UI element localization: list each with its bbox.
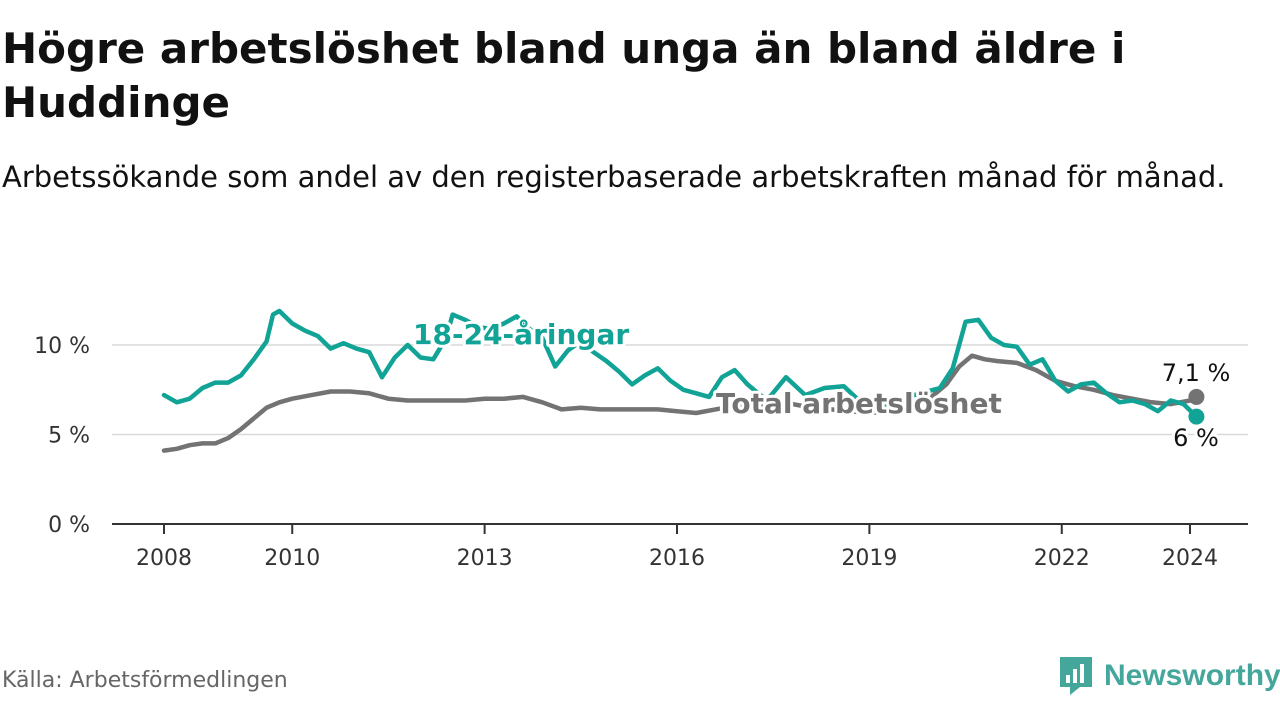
y-tick-label: 10 % — [34, 334, 90, 359]
chart-subtitle: Arbetssökande som andel av den registerb… — [2, 160, 1226, 194]
chart-title: Högre arbetslöshet bland unga än bland ä… — [2, 24, 1126, 127]
series-lines — [161, 308, 1199, 453]
brand-name: Newsworthy — [1104, 659, 1280, 692]
series-labels: 18-24-åringar Total arbetslöshet 7,1 % 6 % — [410, 315, 1233, 455]
newsworthy-logo-icon — [1060, 657, 1092, 695]
line-chart: 0 %5 %10 % 2008 2010 2013 2016 2019 2022 2024 … — [34, 308, 1248, 571]
source-note: Källa: Arbetsförmedlingen — [2, 668, 288, 693]
series-label-total: Total arbetslöshet — [716, 387, 1002, 420]
y-tick-label: 5 % — [48, 424, 90, 449]
end-label-total: 7,1 % — [1162, 359, 1231, 387]
series-line-1 — [161, 308, 1199, 419]
x-tick-label: 2013 — [457, 546, 513, 571]
y-axis-ticks: 0 % 5 % 10 % — [34, 334, 90, 538]
x-tick-label: 2008 — [136, 546, 192, 571]
x-tick-label: 2010 — [264, 546, 320, 571]
y-tick-label: 0 % — [48, 513, 90, 538]
series-end-dot-youth — [1188, 408, 1205, 425]
series-end-dot-total — [1188, 388, 1205, 405]
x-tick-label: 2019 — [841, 546, 897, 571]
x-tick-label: 2016 — [649, 546, 705, 571]
series-line-0 — [161, 353, 1199, 453]
x-tick-label: 2022 — [1034, 546, 1090, 571]
end-label-youth: 6 % — [1173, 424, 1219, 452]
x-tick-label: 2024 — [1162, 546, 1218, 571]
series-label-youth: 18-24-åringar — [413, 318, 629, 351]
x-axis: 2008 2010 2013 2016 2019 2022 2024 — [112, 523, 1248, 571]
brand-logo[interactable]: Newsworthy — [1058, 655, 1280, 697]
gridlines — [112, 344, 1248, 436]
